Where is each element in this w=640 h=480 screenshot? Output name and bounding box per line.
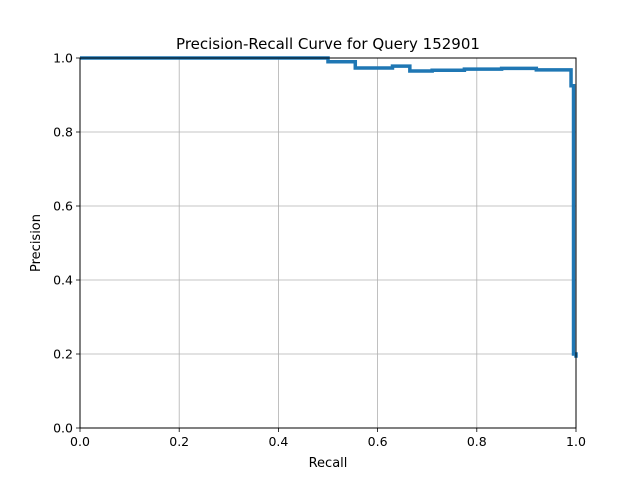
x-tick-label: 0.4 xyxy=(268,434,288,449)
y-tick-label: 1.0 xyxy=(53,51,73,66)
y-tick-label: 0.6 xyxy=(53,199,73,214)
plot-frame xyxy=(79,57,577,429)
x-tick-label: 0.2 xyxy=(169,434,189,449)
y-tick-label: 0.4 xyxy=(53,273,73,288)
y-tick-label: 0.8 xyxy=(53,125,73,140)
x-tick-label: 0.0 xyxy=(70,434,90,449)
x-tick-label: 0.6 xyxy=(368,434,388,449)
y-axis-label: Precision xyxy=(29,214,44,272)
x-axis-label: Recall xyxy=(309,456,348,471)
chart-title: Precision-Recall Curve for Query 152901 xyxy=(176,35,480,53)
x-tick-label: 1.0 xyxy=(566,434,586,449)
pr-curve-series-0 xyxy=(80,56,578,358)
tick-group: 0.0 0.2 0.4 0.6 0.8 1.0 0.0 0.2 0.4 0.6 0.8 1.0 xyxy=(53,51,586,450)
y-tick-label: 0.2 xyxy=(53,347,73,362)
series-group xyxy=(80,56,578,358)
y-tick-label: 0.0 xyxy=(53,421,73,436)
x-tick-label: 0.8 xyxy=(467,434,487,449)
